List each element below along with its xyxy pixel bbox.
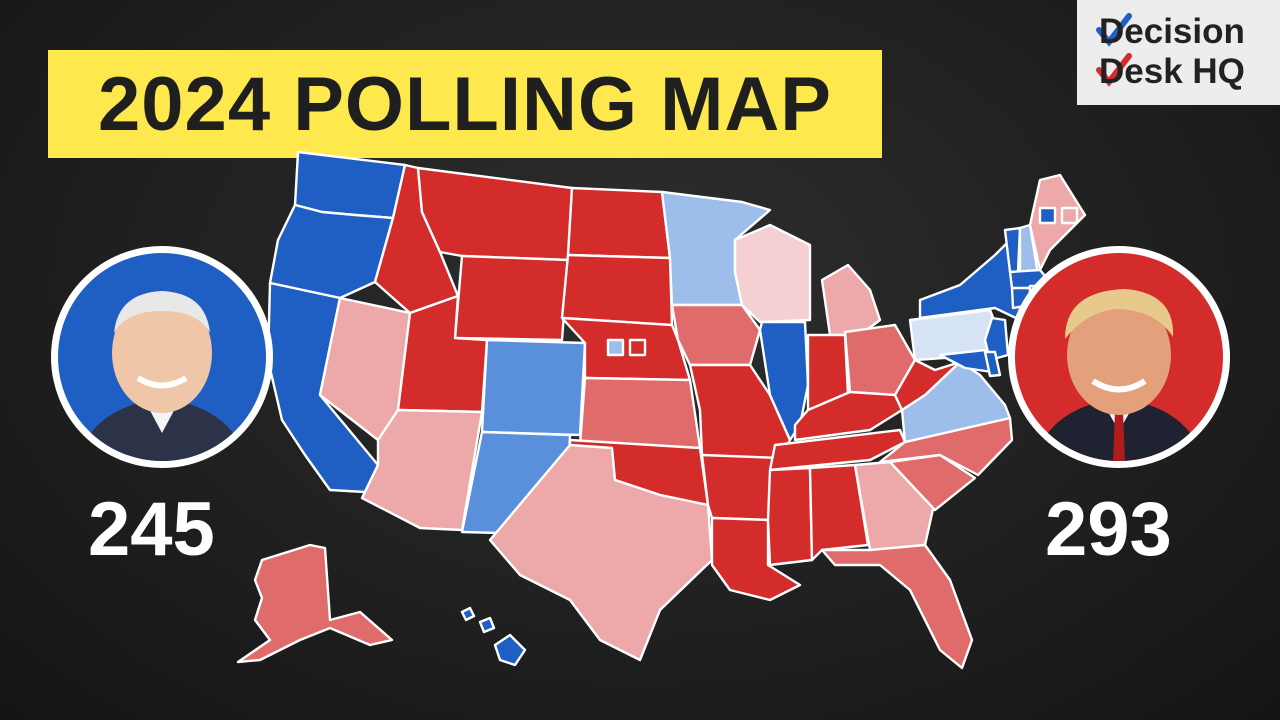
state-tx[interactable] bbox=[488, 443, 714, 662]
right-candidate-photo-icon bbox=[1035, 289, 1203, 461]
state-az[interactable] bbox=[360, 408, 484, 532]
left-candidate-portrait bbox=[51, 246, 273, 468]
state-de[interactable] bbox=[983, 350, 1002, 378]
right-candidate-portrait bbox=[1008, 246, 1230, 468]
left-electoral-votes: 245 bbox=[88, 487, 215, 572]
state-al[interactable] bbox=[808, 463, 870, 562]
state-or[interactable] bbox=[268, 203, 395, 300]
state-wy[interactable] bbox=[453, 254, 570, 342]
state-nd[interactable] bbox=[566, 186, 672, 260]
state-ms[interactable] bbox=[766, 466, 814, 567]
district-me2[interactable] bbox=[1060, 206, 1079, 225]
red-check-icon bbox=[1096, 53, 1132, 87]
decision-desk-hq-logo: Decision Desk HQ bbox=[1077, 0, 1280, 105]
logo-line-2: Desk HQ bbox=[1099, 52, 1245, 91]
district-me1[interactable] bbox=[1038, 206, 1057, 225]
district-ne1[interactable] bbox=[628, 338, 647, 357]
map-title: 2024 POLLING MAP bbox=[98, 61, 832, 147]
hi-island-1 bbox=[460, 606, 476, 622]
state-sd[interactable] bbox=[560, 253, 674, 327]
right-electoral-votes: 293 bbox=[1045, 487, 1172, 572]
state-ia[interactable] bbox=[670, 303, 762, 367]
state-tn[interactable] bbox=[768, 428, 907, 472]
left-candidate-photo-icon bbox=[78, 291, 246, 461]
state-ny[interactable] bbox=[918, 238, 1022, 322]
state-wi[interactable] bbox=[733, 223, 812, 324]
state-co[interactable] bbox=[480, 338, 587, 437]
blue-check-icon bbox=[1096, 13, 1132, 47]
state-mt[interactable] bbox=[416, 166, 574, 262]
state-mi[interactable] bbox=[820, 263, 882, 337]
state-hi[interactable] bbox=[493, 633, 527, 667]
district-ne2[interactable] bbox=[606, 338, 625, 357]
logo-line-1: Decision bbox=[1099, 12, 1245, 51]
state-nj[interactable] bbox=[983, 316, 1010, 362]
state-fl[interactable] bbox=[820, 543, 974, 670]
hi-island-2 bbox=[478, 616, 496, 634]
state-ak[interactable] bbox=[236, 543, 394, 664]
map-title-banner: 2024 POLLING MAP bbox=[48, 50, 882, 158]
state-ks[interactable] bbox=[578, 376, 702, 450]
